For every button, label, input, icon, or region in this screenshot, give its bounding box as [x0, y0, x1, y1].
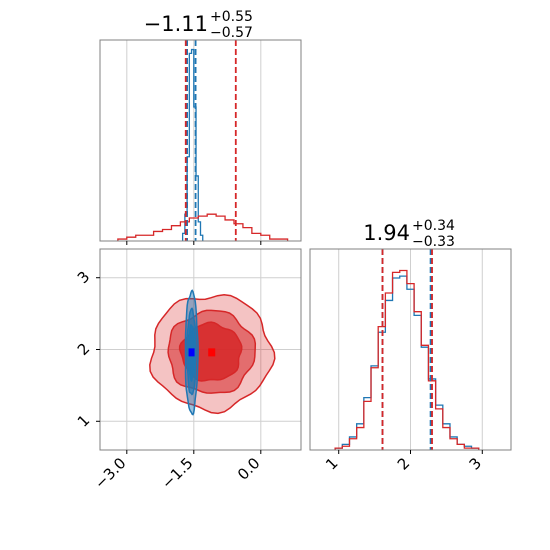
title-y-main: 1.94	[363, 221, 410, 245]
x-tick-label: −1.5	[158, 454, 196, 492]
x-tick-label: 3	[466, 454, 485, 473]
peak-marker-blue	[188, 348, 195, 357]
hist-blue	[334, 275, 480, 450]
histogram-panel-y: 1.94 +0.34 −0.33 1 2 3	[309, 218, 512, 474]
y-tick-label: 3	[74, 268, 93, 287]
title-y-sub: −0.33	[412, 234, 455, 250]
x-tick-label: 2	[394, 454, 413, 473]
title-y-sup: +0.34	[412, 218, 455, 234]
title-x-sub: −0.57	[210, 25, 253, 41]
contour-panel: −3.0 −1.5 0.0 1 2 3	[74, 248, 302, 493]
hist-red	[334, 269, 480, 450]
x-tick-label: 1	[322, 454, 341, 473]
histogram-panel-x: −1.11 +0.55 −0.57	[99, 9, 302, 245]
panel-frame	[99, 39, 302, 242]
peak-marker-red	[208, 348, 216, 357]
y-tick-label: 2	[74, 339, 93, 358]
x-tick-label: −3.0	[91, 454, 129, 492]
x-tick-label: 0.0	[234, 454, 264, 484]
title-x-sup: +0.55	[210, 9, 253, 25]
title-x-main: −1.11	[144, 12, 208, 36]
hist-red	[117, 213, 289, 241]
y-tick-label: 1	[74, 411, 93, 430]
